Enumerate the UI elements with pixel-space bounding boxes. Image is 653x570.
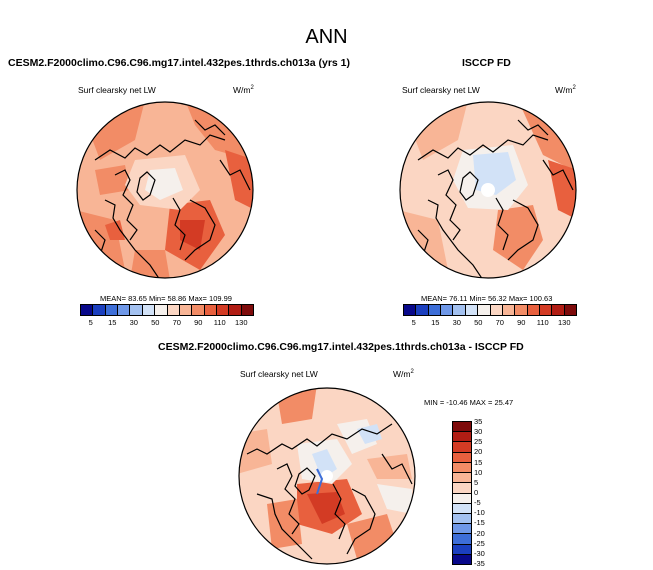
left-stats: MEAN= 83.65 Min= 58.86 Max= 109.99 [100,294,232,303]
diff-colorbar-tick-label: 20 [474,447,483,457]
diff-colorbar-swatch-2 [453,442,471,453]
right-colorbar-tick-label: 90 [517,318,526,327]
diff-colorbar-tick-label: 15 [474,457,483,467]
diff-colorbar-swatch-10 [453,524,471,535]
left-colorbar-swatch-2 [105,305,119,315]
diff-colorbar-tick-label: -20 [474,528,485,538]
right-colorbar-swatch-11 [539,305,553,315]
left-polar-map [76,101,254,279]
right-colorbar-swatch-0 [404,305,417,315]
right-units-label: W/m2 [555,85,576,95]
diff-colorbar-tick-label: 35 [474,417,483,426]
diff-stats: MIN = -10.46 MAX = 25.47 [424,398,514,407]
diff-colorbar-swatch-6 [453,483,471,494]
right-colorbar-tick-label: 50 [474,318,483,327]
right-variable-label: Surf clearsky net LW [402,85,480,95]
left-colorbar-swatch-12 [229,305,242,315]
diff-colorbar-swatch-1 [453,432,471,443]
left-units-label: W/m2 [233,85,254,95]
right-colorbar-tick-label: 70 [495,318,504,327]
diff-colorbar-swatch-3 [453,452,471,463]
diff-colorbar-swatch-5 [453,473,471,484]
left-colorbar-tick-label: 5 [88,318,93,327]
left-colorbar-tick-label: 70 [172,318,181,327]
left-colorbar-swatch-10 [204,305,217,315]
right-colorbar-swatch-1 [416,305,429,315]
right-polar-map [399,101,577,279]
left-colorbar-swatch-5 [142,305,156,315]
right-colorbar-tick-label: 130 [557,318,571,327]
diff-colorbar-tick-label: -5 [474,498,481,508]
diff-colorbar-swatch-7 [453,493,471,504]
left-colorbar-tick-label: 30 [129,318,138,327]
right-colorbar-swatch-7 [490,305,503,315]
right-colorbar-tick-label: 15 [431,318,440,327]
left-colorbar-tick-label: 50 [151,318,160,327]
diff-colorbar-swatch-12 [453,544,471,555]
right-colorbar-swatch-4 [453,305,466,315]
right-stats: MEAN= 76.11 Min= 56.32 Max= 100.63 [421,294,553,303]
right-colorbar-ticks: 5 15 30 50 70 90 110 130 [403,318,575,328]
right-colorbar-swatch-5 [465,305,479,315]
left-colorbar-tick-label: 110 [213,318,226,327]
left-colorbar-swatch-1 [93,305,106,315]
right-colorbar [403,304,577,316]
diff-colorbar-swatch-8 [453,503,471,514]
diff-colorbar-tick-label: -30 [474,548,485,558]
right-colorbar-tick-label: 30 [452,318,461,327]
right-colorbar-swatch-9 [515,305,528,315]
left-variable-label: Surf clearsky net LW [78,85,156,95]
left-colorbar-tick-label: 90 [194,318,203,327]
left-colorbar-tick-label: 15 [108,318,117,327]
diff-colorbar-swatch-11 [453,534,471,545]
left-colorbar-swatch-8 [179,305,193,315]
right-colorbar-swatch-8 [502,305,516,315]
diff-polar-map [238,387,416,565]
right-colorbar-tick-label: 110 [536,318,549,327]
left-colorbar-swatch-13 [241,305,254,315]
left-colorbar [80,304,254,316]
diff-colorbar-swatch-13 [453,554,471,565]
diff-panel-title: CESM2.F2000climo.C96.C96.mg17.intel.432p… [158,341,524,353]
diff-colorbar-tick-label: -25 [474,538,485,548]
left-colorbar-swatch-0 [81,305,94,315]
left-colorbar-swatch-3 [118,305,131,315]
diff-colorbar-tick-label: 25 [474,437,483,447]
diff-colorbar-tick-label: 10 [474,467,483,477]
left-colorbar-swatch-7 [167,305,180,315]
left-colorbar-swatch-9 [192,305,205,315]
left-colorbar-swatch-4 [130,305,143,315]
right-colorbar-tick-label: 5 [411,318,416,327]
diff-colorbar-tick-label: -10 [474,508,485,518]
diff-colorbar-swatch-9 [453,513,471,525]
right-colorbar-swatch-2 [428,305,442,315]
diff-colorbar-swatch-0 [453,422,471,433]
left-colorbar-swatch-6 [155,305,168,315]
diff-colorbar-tick-label: 5 [474,477,479,487]
right-colorbar-swatch-13 [564,305,577,315]
right-panel-title: ISCCP FD [462,57,511,69]
left-colorbar-swatch-11 [216,305,230,315]
left-colorbar-ticks: 5 15 30 50 70 90 110 130 [80,318,252,328]
diff-variable-label: Surf clearsky net LW [240,369,318,379]
diff-colorbar-swatch-4 [453,462,471,474]
right-colorbar-swatch-6 [478,305,491,315]
left-panel-title: CESM2.F2000climo.C96.C96.mg17.intel.432p… [8,57,350,69]
diff-colorbar-tick-label: 0 [474,488,479,497]
diff-units-label: W/m2 [393,369,414,379]
diff-colorbar-tick-label: -35 [474,559,485,568]
right-colorbar-swatch-12 [552,305,565,315]
left-colorbar-tick-label: 130 [234,318,248,327]
page-title: ANN [305,26,348,48]
diff-colorbar [452,421,472,565]
diff-colorbar-tick-label: 30 [474,427,483,437]
right-colorbar-swatch-3 [441,305,454,315]
diff-colorbar-ticks: 35 30 25 20 15 10 5 0 -5 -10 -15 -20 -25 -30 -35 [474,417,494,568]
right-colorbar-swatch-10 [527,305,540,315]
diff-colorbar-tick-label: -15 [474,518,485,528]
